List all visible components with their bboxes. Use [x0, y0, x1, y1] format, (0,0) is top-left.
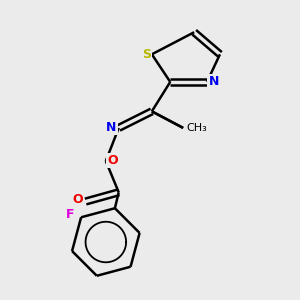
Text: O: O	[107, 154, 118, 167]
Text: F: F	[66, 208, 74, 221]
Text: O: O	[72, 193, 83, 206]
Text: N: N	[106, 122, 116, 134]
Text: N: N	[208, 75, 219, 88]
Text: S: S	[142, 48, 151, 61]
Text: CH₃: CH₃	[187, 123, 208, 133]
